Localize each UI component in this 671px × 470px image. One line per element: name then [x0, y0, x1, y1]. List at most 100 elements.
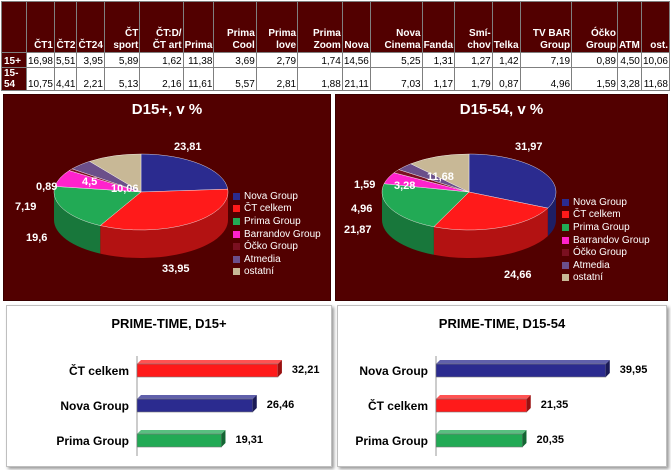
legend-label: Prima Group	[573, 221, 630, 233]
pie-slice	[140, 153, 228, 193]
bar-top	[137, 395, 257, 399]
legend-entry: Óčko Group	[233, 240, 321, 253]
legend-label: ČT celkem	[244, 203, 292, 215]
pie-slice-side	[382, 192, 434, 255]
legend-swatch	[562, 249, 569, 257]
pie-data-label: 23,81	[174, 141, 202, 153]
legend-swatch	[233, 230, 240, 238]
pie-data-label: 1,59	[354, 179, 376, 191]
legend-entry: Prima Group	[233, 215, 321, 228]
bar-panel-prime-d15plus: PRIME-TIME, D15+ ČT celkem 32,21 Nova Grou…	[6, 305, 332, 467]
pie-data-label: 24,66	[504, 269, 532, 281]
pie-data-label: 33,95	[162, 263, 190, 275]
bar	[435, 363, 607, 378]
table-cell: 21,11	[341, 67, 371, 91]
bar	[435, 433, 523, 448]
table-column-header: ČT1	[25, 1, 55, 53]
table-corner	[1, 1, 27, 53]
legend-swatch	[233, 243, 240, 251]
pie-legend: Nova Group ČT celkem Prima Group Barrandov …	[562, 196, 650, 284]
table-column-header: ČT2	[53, 1, 78, 53]
table-cell: 3,28	[616, 67, 642, 91]
bar-side	[605, 360, 610, 377]
bar-category-label: Nova Group	[60, 399, 129, 413]
bar-side	[221, 430, 226, 447]
table-column-header: ATM	[616, 1, 642, 53]
legend-swatch	[233, 192, 240, 200]
bar-top	[436, 395, 531, 399]
pie-slice	[433, 191, 549, 231]
table-cell: 0,87	[491, 67, 521, 91]
legend-swatch	[233, 255, 240, 263]
table-cell: 5,89	[103, 52, 141, 68]
pie-slice	[381, 183, 470, 227]
table-column-header: Prima Cool	[213, 1, 257, 53]
legend-entry: Nova Group	[562, 196, 650, 209]
table-row-label: 15-54	[1, 67, 27, 91]
table-cell: 5,25	[369, 52, 423, 68]
table-cell: 4,50	[616, 52, 642, 68]
bar-category-label: Prima Group	[355, 434, 428, 448]
bar	[435, 398, 528, 413]
bar-panel-prime-d15-54: PRIME-TIME, D15-54 Nova Group 39,95 ČT cel…	[337, 305, 667, 467]
bar-side	[522, 430, 527, 447]
legend-swatch	[562, 223, 569, 231]
legend-entry: Barrandov Group	[233, 228, 321, 241]
table-column-header: Prima	[182, 1, 215, 53]
table-cell: 11,61	[182, 67, 215, 91]
bar-top	[137, 430, 226, 434]
legend-label: ostatní	[573, 272, 604, 284]
table-column-header: Telka	[491, 1, 521, 53]
legend-swatch	[562, 211, 569, 219]
table-cell: 3,95	[76, 52, 105, 68]
pie-slice	[53, 186, 142, 226]
pie-svg	[53, 153, 229, 258]
table-column-header: TV BAR Group	[519, 1, 573, 53]
pie-slice-side	[54, 192, 101, 254]
pie-slice	[89, 153, 142, 193]
table-column-header: ost.	[640, 1, 671, 53]
bar-value-label: 21,35	[541, 399, 569, 411]
legend-entry: Barrandov Group	[562, 234, 650, 247]
bar-side	[252, 395, 257, 412]
bar-value-label: 26,46	[267, 399, 295, 411]
legend-entry: Atmedia	[562, 259, 650, 272]
pie-data-label: 21,87	[344, 224, 372, 236]
table-cell: 1,79	[454, 67, 493, 91]
table-column-header: Smí- chov	[454, 1, 493, 53]
pie-slice-side	[547, 192, 556, 237]
table-cell: 10,06	[640, 52, 671, 68]
pie-slice-side	[433, 208, 548, 258]
share-table: ČT1 ČT2 ČT24 ČT sport ČT:D/ ČT art Prima Prima…	[1, 1, 671, 91]
pie-data-label: 7,19	[15, 201, 37, 213]
pie-data-label: 0,89	[36, 181, 58, 193]
legend-label: Óčko Group	[244, 241, 298, 253]
table-row: 15-54 10,75 4,41 2,21 5,13 2,16 11,61 5,57 2,81 1…	[1, 67, 671, 91]
legend-label: Prima Group	[244, 215, 301, 227]
legend-swatch	[562, 198, 569, 206]
bar-svg: ČT celkem 32,21 Nova Group 26,46 Prima Group…	[56, 356, 320, 456]
table-cell: 16,98	[25, 52, 55, 68]
table-cell: 11,68	[640, 67, 671, 91]
bar-category-label: Prima Group	[56, 434, 129, 448]
legend-label: Óčko Group	[573, 247, 627, 259]
pie-data-label: 3,28	[394, 180, 416, 192]
table-cell: 14,56	[341, 52, 371, 68]
table-column-header: Prima love	[255, 1, 299, 53]
legend-label: Barrandov Group	[573, 234, 650, 246]
table-cell: 2,81	[255, 67, 299, 91]
pie-slice	[410, 153, 470, 193]
bar-value-label: 19,31	[235, 434, 263, 446]
pie-data-label: 11,68	[427, 171, 454, 183]
table-cell: 2,79	[255, 52, 299, 68]
table-cell: 1,42	[491, 52, 521, 68]
pie-title: D15+, v %	[131, 101, 203, 118]
bar	[136, 398, 254, 413]
legend-swatch	[562, 274, 569, 282]
legend-swatch	[233, 217, 240, 225]
bar-value-label: 32,21	[292, 364, 320, 376]
bar-value-label: 39,95	[620, 364, 648, 376]
legend-label: Nova Group	[244, 190, 298, 202]
bar-category-label: Nova Group	[359, 364, 428, 378]
table-cell: 1,59	[571, 67, 618, 91]
